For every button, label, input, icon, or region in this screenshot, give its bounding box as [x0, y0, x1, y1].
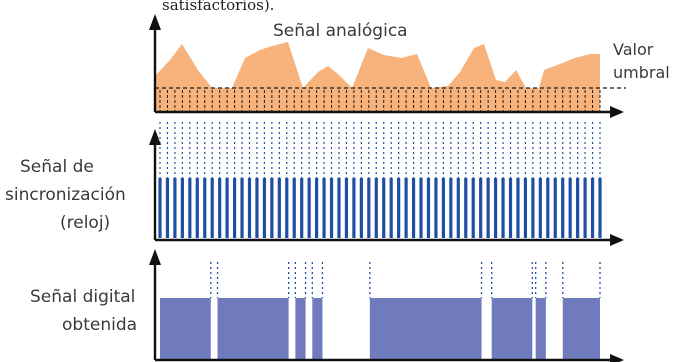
clock-pulses: [158, 178, 602, 238]
clock-pulse: [315, 178, 319, 238]
clock-pulse: [501, 178, 505, 238]
clock-pulse: [374, 178, 378, 238]
clock-pulse: [232, 178, 237, 238]
clock-guide-lines: [159, 122, 601, 178]
clock-pulse: [568, 178, 572, 238]
digital-high-block: [491, 298, 533, 360]
clock-pulse: [307, 178, 311, 238]
analog-sample-lines: [159, 90, 601, 112]
clock-pulse: [419, 178, 423, 238]
digital-high-block: [295, 298, 306, 360]
clock-pulse: [538, 178, 542, 238]
threshold-label-line2: umbral: [613, 63, 670, 82]
digital-guide-lines: [210, 262, 601, 298]
clock-pulse: [583, 178, 587, 238]
threshold-label-line1: Valor: [613, 40, 654, 59]
clock-pulse: [404, 178, 408, 238]
clock-pulse: [479, 178, 483, 238]
clock-pulse: [590, 178, 595, 238]
digital-panel: Señal digital obtenida: [30, 249, 624, 362]
clock-pulse: [523, 178, 528, 238]
clock-label-line2: sincronización: [5, 185, 126, 205]
clock-pulse: [158, 178, 162, 238]
clock-pulse: [285, 178, 289, 238]
clock-pulse: [329, 178, 334, 238]
digital-label-line2: obtenida: [62, 315, 137, 335]
clock-pulse: [531, 178, 535, 238]
digital-x-arrow: [610, 354, 624, 362]
clock-pulse: [411, 178, 416, 238]
clock-pulse: [225, 178, 229, 238]
clock-pulse: [322, 178, 326, 238]
clock-pulse: [456, 178, 460, 238]
clock-pulse: [180, 178, 184, 238]
clock-pulse: [389, 178, 393, 238]
clock-pulse: [516, 178, 520, 238]
clock-pulse: [218, 178, 222, 238]
clock-pulse: [397, 178, 401, 238]
clock-pulse: [165, 178, 170, 238]
clock-pulse: [344, 178, 349, 238]
digital-high-block: [312, 298, 323, 360]
clock-pulse: [464, 178, 468, 238]
clock-pulse: [434, 178, 438, 238]
clock-pulse: [367, 178, 371, 238]
clock-pulse: [255, 178, 259, 238]
digital-high-block: [217, 298, 289, 360]
analog-x-arrow: [610, 106, 624, 118]
analog-y-arrow: [149, 14, 161, 30]
clock-label-line1: Señal de: [20, 157, 94, 177]
digital-signal: [160, 298, 600, 360]
digital-high-block: [160, 298, 211, 360]
clock-pulse: [561, 178, 565, 238]
clock-y-arrow: [149, 129, 161, 145]
clock-pulse: [173, 178, 177, 238]
clock-panel: Señal de sincronización (reloj): [5, 122, 624, 246]
clock-pulse: [449, 178, 453, 238]
clock-pulse: [382, 178, 386, 238]
clock-pulse: [352, 178, 356, 238]
top-cut-text: satisfactorios).: [162, 0, 274, 14]
digital-high-block: [369, 298, 482, 360]
clock-pulse: [210, 178, 214, 238]
clock-pulse: [359, 178, 363, 238]
clock-pulse: [277, 178, 281, 238]
clock-pulse: [486, 178, 490, 238]
clock-pulse: [262, 178, 267, 238]
clock-pulse: [203, 178, 207, 238]
clock-pulse: [300, 178, 304, 238]
clock-pulse: [240, 178, 244, 238]
clock-pulse: [553, 178, 557, 238]
clock-pulse: [188, 178, 192, 238]
digital-high-block: [562, 298, 600, 360]
clock-pulse: [598, 178, 602, 238]
clock-pulse: [471, 178, 475, 238]
clock-pulse: [546, 178, 550, 238]
digital-y-arrow: [149, 249, 161, 265]
clock-pulse: [195, 178, 199, 238]
digital-label-line1: Señal digital: [30, 287, 135, 307]
clock-pulse: [441, 178, 445, 238]
analog-panel: Señal analógica Valor umbral: [149, 14, 670, 118]
clock-pulse: [426, 178, 431, 238]
clock-pulse: [576, 178, 580, 238]
digital-high-block: [535, 298, 546, 360]
clock-pulse: [337, 178, 341, 238]
clock-pulse: [270, 178, 274, 238]
clock-x-arrow: [610, 234, 624, 246]
clock-pulse: [508, 178, 513, 238]
clock-pulse: [493, 178, 498, 238]
clock-pulse: [292, 178, 296, 238]
clock-label-line3: (reloj): [60, 213, 110, 233]
clock-pulse: [247, 178, 252, 238]
analog-signal-area: [155, 42, 600, 112]
analog-signal-label: Señal analógica: [273, 21, 408, 41]
